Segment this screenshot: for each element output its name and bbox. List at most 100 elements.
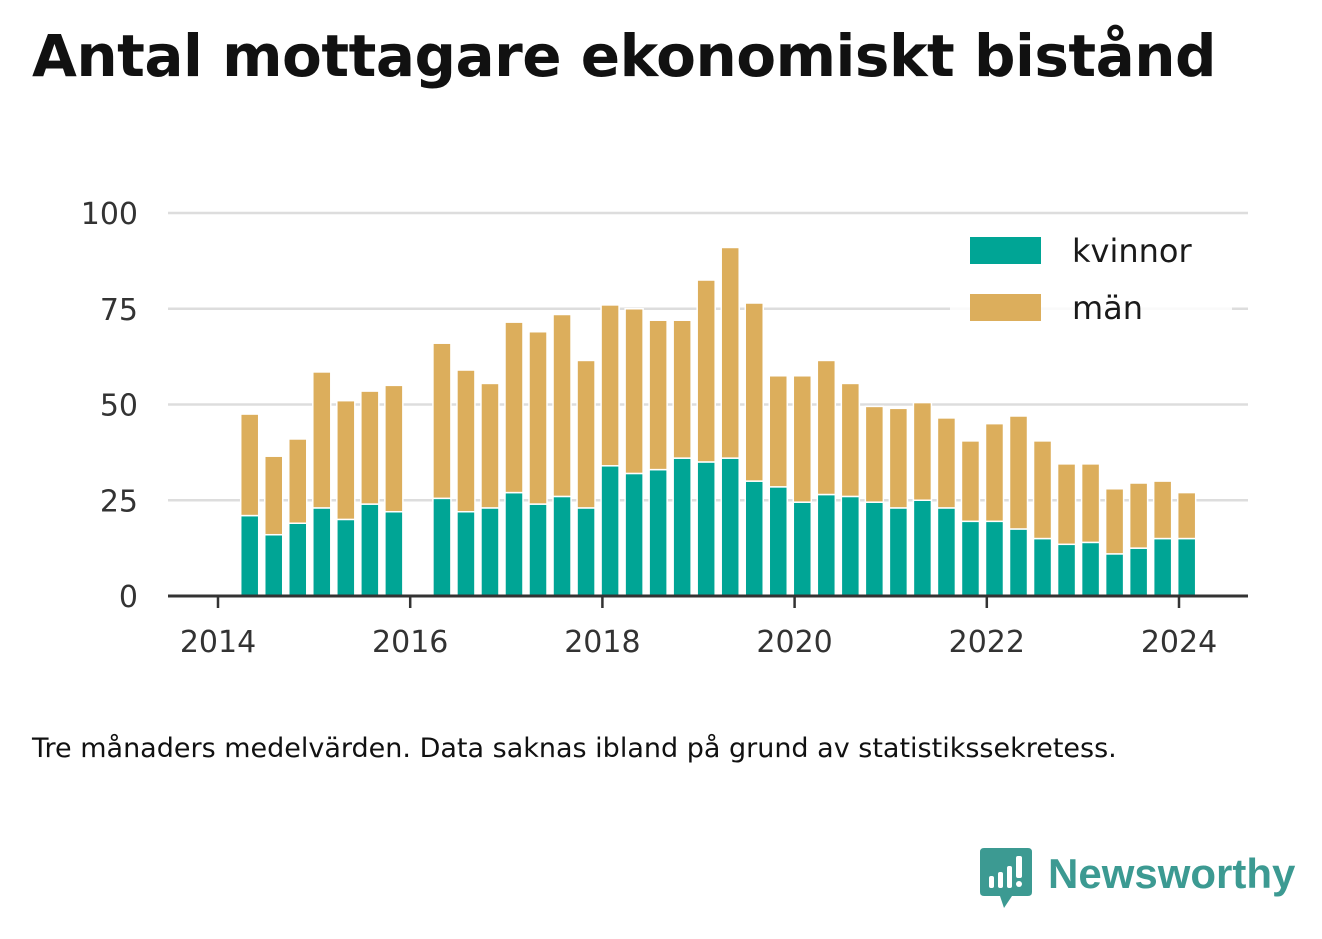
bar-man	[1104, 488, 1125, 555]
bar-kvinnor	[840, 495, 861, 597]
bar-man	[1152, 480, 1173, 540]
bar-man	[768, 375, 789, 488]
bar-man	[888, 407, 909, 509]
bar-man	[504, 321, 524, 494]
bar-kvinnor	[648, 468, 668, 597]
bar-kvinnor	[984, 520, 1005, 597]
bar-kvinnor	[888, 507, 909, 597]
bar-kvinnor	[552, 495, 572, 597]
bar-kvinnor	[960, 520, 981, 597]
bar-kvinnor	[1056, 543, 1077, 597]
bar-man	[624, 308, 644, 475]
x-tick-label: 2016	[372, 625, 448, 660]
bar-man	[672, 319, 692, 459]
bar-kvinnor	[816, 493, 837, 597]
x-tick-label: 2014	[180, 625, 256, 660]
brand-logo: Newsworthy	[980, 848, 1295, 912]
bar-kvinnor	[576, 507, 596, 597]
bar-man	[744, 302, 764, 482]
legend: kvinnor män	[950, 222, 1232, 334]
bar-kvinnor	[624, 472, 644, 597]
bar-kvinnor	[263, 533, 284, 597]
bar-kvinnor	[768, 486, 789, 597]
bar-man	[576, 359, 596, 509]
bar-kvinnor	[600, 465, 620, 597]
bar-kvinnor	[720, 457, 740, 597]
axes: 0 25 50 75 100 2014 2016 2018 2020 2022 2024	[81, 197, 1248, 660]
brand-name: Newsworthy	[1048, 850, 1296, 897]
bar-kvinnor	[384, 510, 404, 597]
bar-kvinnor	[312, 507, 332, 597]
y-tick-label: 0	[119, 580, 138, 615]
bar-kvinnor	[504, 491, 524, 597]
bar-man	[792, 375, 813, 503]
x-tick-label: 2020	[756, 625, 832, 660]
bar-man	[696, 279, 716, 463]
bar-man	[1176, 491, 1197, 540]
bar-man	[384, 384, 404, 513]
bar-man	[456, 369, 476, 513]
bar-man	[1056, 463, 1077, 546]
y-tick-label: 100	[81, 197, 138, 232]
bar-kvinnor	[432, 497, 452, 597]
bar-man	[936, 417, 957, 509]
bar-kvinnor	[239, 514, 260, 597]
bar-kvinnor	[864, 501, 885, 597]
bar-kvinnor	[1104, 553, 1125, 597]
bar-kvinnor	[672, 457, 692, 597]
legend-label-man: män	[1072, 289, 1143, 327]
bar-man	[864, 405, 885, 503]
bar-man	[840, 382, 861, 498]
bar-kvinnor	[336, 518, 356, 597]
bar-kvinnor	[456, 510, 476, 597]
bar-kvinnor	[744, 480, 764, 597]
bar-chart-speech-bubble-icon	[980, 848, 1032, 908]
chart-title: Antal mottagare ekonomiskt bistånd	[32, 22, 1217, 90]
legend-swatch-man	[970, 294, 1041, 321]
bar-kvinnor	[936, 507, 957, 597]
bar-man	[480, 382, 500, 509]
bar-kvinnor	[288, 522, 308, 597]
bar-kvinnor	[696, 461, 716, 597]
x-tick-label: 2024	[1141, 625, 1217, 660]
bar-man	[432, 342, 452, 500]
y-tick-label: 50	[100, 389, 138, 424]
bar-man	[336, 399, 356, 521]
y-tick-label: 75	[100, 293, 138, 328]
bar-man	[600, 304, 620, 467]
bar-man	[960, 440, 981, 523]
bar-man	[360, 390, 380, 505]
bar-man	[239, 413, 260, 517]
stacked-bar-chart: 0 25 50 75 100 2014 2016 2018 2020 2022 2024 kvinn…	[81, 197, 1248, 660]
bar-kvinnor	[792, 501, 813, 597]
bar-man	[312, 371, 332, 509]
bar-kvinnor	[480, 507, 500, 597]
bar-man	[1032, 440, 1053, 540]
bar-man	[648, 319, 668, 471]
bar-kvinnor	[912, 499, 933, 597]
bar-kvinnor	[1032, 537, 1053, 597]
bar-kvinnor	[1008, 528, 1029, 597]
bar-kvinnor	[1128, 547, 1149, 597]
y-tick-label: 25	[100, 484, 138, 519]
bar-man	[816, 359, 837, 496]
bar-kvinnor	[1176, 537, 1197, 597]
x-tick-label: 2018	[564, 625, 640, 660]
bar-man	[288, 438, 308, 524]
bar-man	[552, 313, 572, 498]
bar-man	[1128, 482, 1149, 549]
bar-kvinnor	[1080, 541, 1101, 597]
bar-man	[528, 330, 548, 505]
x-tick-label: 2022	[949, 625, 1025, 660]
bar-kvinnor	[360, 503, 380, 597]
bar-man	[1080, 463, 1101, 544]
bar-man	[1008, 415, 1029, 530]
bar-man	[720, 246, 740, 459]
legend-label-kvinnor: kvinnor	[1072, 232, 1193, 270]
bar-man	[984, 422, 1005, 523]
bar-kvinnor	[528, 503, 548, 597]
bar-kvinnor	[1152, 537, 1173, 597]
bar-man	[263, 455, 284, 536]
legend-swatch-kvinnor	[970, 237, 1041, 264]
footnote: Tre månaders medelvärden. Data saknas ib…	[32, 733, 1117, 764]
